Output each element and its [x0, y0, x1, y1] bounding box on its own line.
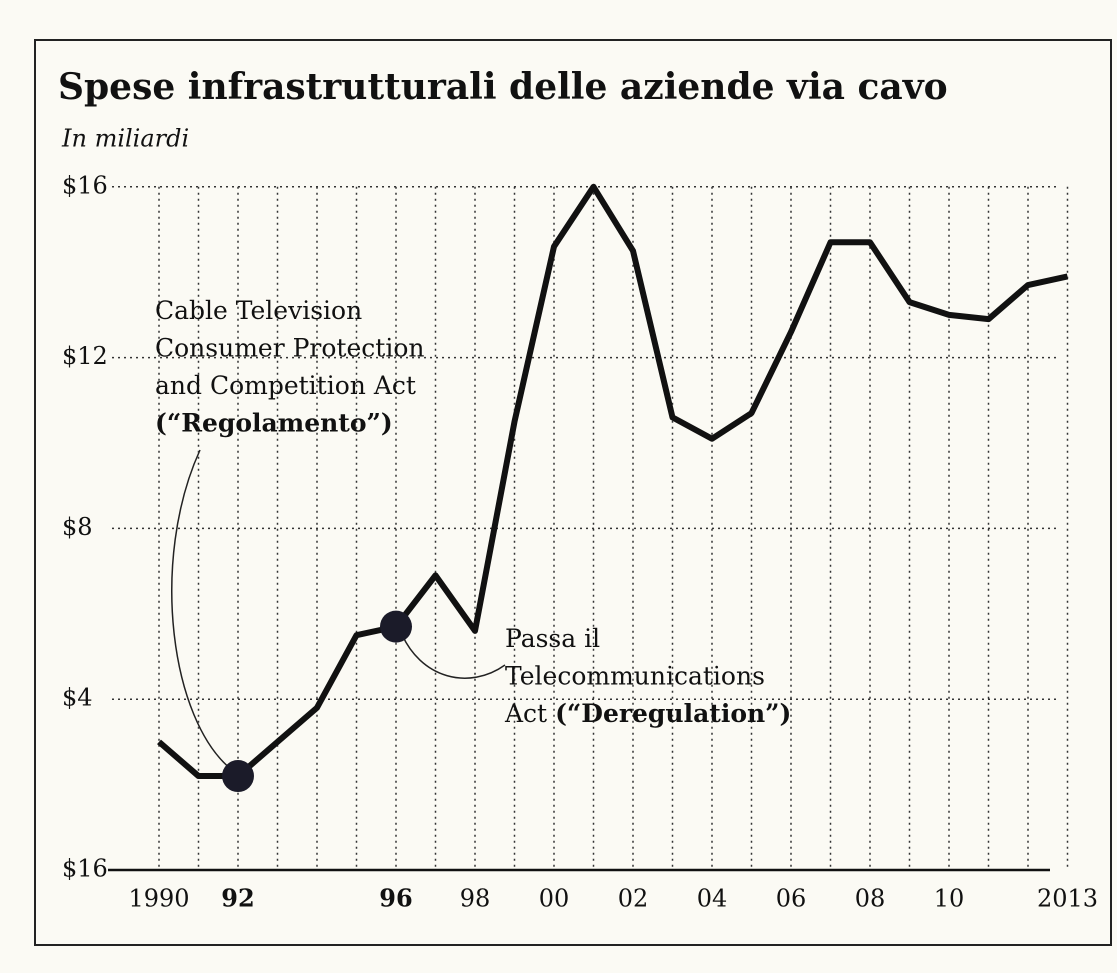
annotation-span: Consumer Protection — [155, 333, 424, 362]
x-tick-label: 2013 — [1037, 885, 1098, 913]
annotation-span: (“Regolamento”) — [155, 408, 393, 437]
marker — [222, 760, 254, 793]
x-tick-label: 98 — [460, 885, 491, 913]
chart-title: Spese infrastrutturali delle aziende via… — [58, 66, 948, 108]
x-tick-label: 08 — [855, 885, 886, 913]
x-tick-label: 1990 — [128, 885, 189, 913]
annotation: Passa il — [505, 624, 600, 653]
annotation-span: Cable Television — [155, 296, 362, 325]
frame — [34, 39, 1112, 946]
annotation: Act (“Deregulation”) — [504, 699, 791, 728]
x-tick-label: 04 — [697, 885, 728, 913]
annotation-span: (“Deregulation”) — [555, 699, 791, 728]
connector — [399, 629, 506, 679]
annotation-span: Passa il — [505, 624, 600, 653]
y-tick-label: $16 — [62, 855, 108, 883]
x-tick-label: 10 — [934, 885, 965, 913]
y-tick-label: $8 — [62, 513, 93, 541]
line — [157, 183, 1069, 780]
annotation-span: Act — [504, 699, 555, 728]
x-tick-label: 96 — [379, 884, 412, 913]
annotation: Telecommunications — [505, 661, 765, 690]
x-tick-label: 00 — [539, 885, 570, 913]
annotation: (“Regolamento”) — [155, 408, 393, 437]
marker — [380, 610, 412, 643]
chart-subtitle: In miliardi — [61, 125, 189, 153]
y-tick-label: $12 — [62, 342, 108, 370]
y-tick-label: $16 — [62, 171, 108, 199]
x-tick-label: 92 — [221, 884, 254, 913]
annotation-span: and Competition Act — [155, 371, 416, 400]
annotation: Cable Television — [155, 296, 362, 325]
annotation: Consumer Protection — [155, 333, 424, 362]
x-tick-label: 06 — [776, 885, 807, 913]
annotation-span: Telecommunications — [505, 661, 765, 690]
annotation: and Competition Act — [155, 371, 416, 400]
connector — [171, 449, 233, 771]
x-tick-label: 02 — [618, 885, 649, 913]
y-tick-label: $4 — [62, 684, 93, 712]
